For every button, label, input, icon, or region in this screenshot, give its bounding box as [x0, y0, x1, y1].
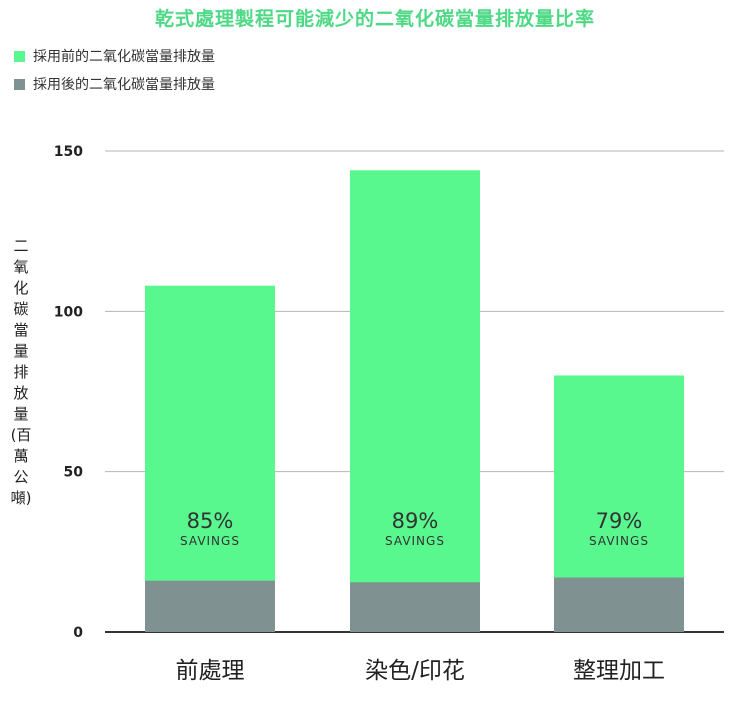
bar-after: [554, 577, 684, 632]
savings-label: SAVINGS: [385, 534, 445, 548]
y-tick-label: 0: [73, 625, 83, 641]
chart-title: 乾式處理製程可能減少的二氧化碳當量排放量比率: [154, 8, 595, 30]
savings-label: SAVINGS: [180, 534, 240, 548]
legend-swatch-before: [14, 50, 25, 62]
legend-item-before: 採用前的二氧化碳當量排放量: [14, 44, 215, 68]
bar-before: [145, 285, 275, 632]
legend-item-after: 採用後的二氧化碳當量排放量: [14, 72, 215, 96]
x-category-label: 染色/印花: [365, 658, 465, 684]
x-category-label: 整理加工: [573, 658, 665, 684]
legend-swatch-after: [14, 78, 25, 90]
bar-after: [145, 580, 275, 632]
y-tick-label: 50: [64, 465, 84, 481]
savings-percent: 89%: [392, 509, 439, 533]
savings-label: SAVINGS: [589, 534, 649, 548]
bar-before: [350, 170, 480, 633]
y-tick-label: 150: [54, 144, 83, 160]
x-category-label: 前處理: [176, 658, 245, 684]
y-axis-label: 二氧化碳當量排放量(百萬公噸): [10, 237, 32, 507]
savings-percent: 79%: [596, 509, 643, 533]
legend-label-before: 採用前的二氧化碳當量排放量: [33, 49, 215, 65]
legend-label-after: 採用後的二氧化碳當量排放量: [33, 77, 215, 93]
y-tick-label: 100: [54, 304, 83, 320]
bar-after: [350, 582, 480, 632]
savings-percent: 85%: [187, 509, 234, 533]
legend: 採用前的二氧化碳當量排放量 採用後的二氧化碳當量排放量: [14, 44, 215, 100]
